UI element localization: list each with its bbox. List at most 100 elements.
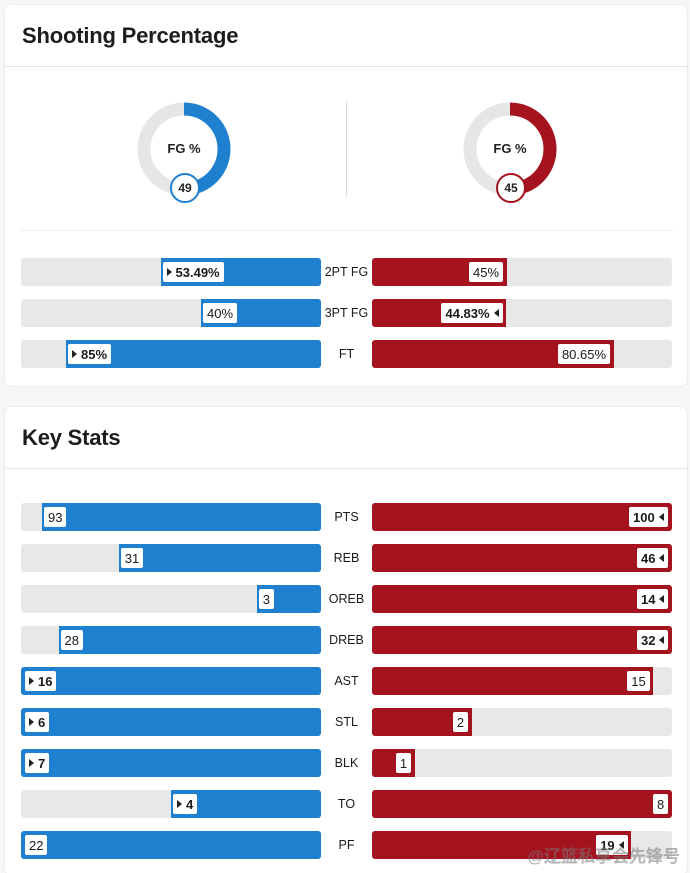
- away-value: 44.83%: [445, 305, 490, 321]
- leader-arrow-icon: [29, 718, 34, 726]
- home-value-badge: 16: [23, 669, 59, 693]
- away-bar-track: 46: [372, 544, 672, 572]
- home-value: 85%: [81, 346, 108, 362]
- away-bar-track: 44.83%: [372, 299, 672, 327]
- away-value: 1: [399, 755, 408, 771]
- stat-label: PF: [338, 837, 355, 852]
- home-value-badge: 22: [23, 833, 50, 857]
- stat-row-2pt-fg: 53.49% 45% 2PT FG: [5, 258, 689, 286]
- away-bar-track: 80.65%: [372, 340, 672, 368]
- home-bar-fill: [21, 749, 321, 777]
- leader-arrow-icon: [659, 636, 665, 644]
- home-value-badge: 85%: [66, 342, 114, 366]
- away-value: 8: [657, 796, 665, 812]
- away-value: 45%: [473, 264, 500, 280]
- leader-arrow-icon: [493, 309, 499, 317]
- stat-row-blk: 7 1 BLK: [5, 749, 689, 777]
- away-value-badge: 46: [635, 546, 671, 570]
- away-bar-fill: [372, 503, 672, 531]
- home-value-badge: 6: [23, 710, 52, 734]
- away-bar-track: 15: [372, 667, 672, 695]
- away-value: 100: [633, 509, 655, 525]
- stat-row-pts: 93 100 PTS: [5, 503, 689, 531]
- stat-row-3pt-fg: 40% 44.83% 3PT FG: [5, 299, 689, 327]
- stat-label: BLK: [334, 755, 359, 770]
- stat-label: DREB: [329, 632, 364, 647]
- away-fg-label: FG %: [493, 141, 527, 156]
- away-fg-value: 45: [496, 173, 526, 203]
- leader-arrow-icon: [29, 677, 34, 685]
- home-value: 16: [38, 673, 53, 689]
- fg-donuts: FG % 49 FG % 45: [21, 71, 673, 231]
- away-fg-arc: [463, 102, 557, 196]
- away-bar-track: 45%: [372, 258, 672, 286]
- away-bar-fill: [372, 626, 672, 654]
- away-bar-track: 100: [372, 503, 672, 531]
- home-bar-track: 53.49%: [21, 258, 321, 286]
- stat-label: 3PT FG: [324, 305, 369, 320]
- away-bar-fill: [372, 585, 672, 613]
- home-value-badge: 3: [256, 587, 277, 611]
- home-value: 53.49%: [175, 264, 220, 280]
- away-value: 19: [600, 837, 615, 853]
- home-bar-fill: [21, 831, 321, 859]
- leader-arrow-icon: [659, 595, 665, 603]
- home-value-badge: 4: [171, 792, 200, 816]
- leader-arrow-icon: [29, 759, 34, 767]
- away-bar-fill: [372, 831, 632, 859]
- home-bar-track: 93: [21, 503, 321, 531]
- home-bar-track: 22: [21, 831, 321, 859]
- away-fg-donut: FG % 45: [462, 101, 558, 203]
- home-value-badge: 53.49%: [160, 260, 226, 284]
- away-bar-track: 14: [372, 585, 672, 613]
- stat-row-reb: 31 46 REB: [5, 544, 689, 572]
- away-value: 46: [641, 550, 656, 566]
- home-value: 7: [38, 755, 46, 771]
- home-value: 6: [38, 714, 46, 730]
- away-value-badge: 15: [625, 669, 652, 693]
- home-value-badge: 93: [42, 505, 69, 529]
- home-value: 28: [64, 632, 79, 648]
- stat-label: STL: [335, 714, 358, 729]
- stat-row-pf: 22 19 PF: [5, 831, 689, 859]
- home-bar-track: 85%: [21, 340, 321, 368]
- key-stats-title: Key Stats: [22, 424, 121, 450]
- home-value: 22: [29, 837, 44, 853]
- away-value-badge: 1: [393, 751, 414, 775]
- watermark: @辽篮私享会先锋号: [527, 847, 680, 866]
- home-value-badge: 40%: [201, 301, 240, 325]
- shooting-header: Shooting Percentage: [5, 5, 687, 67]
- stat-label: OREB: [328, 591, 365, 606]
- key-stats-card: Key Stats 93 100 PTS 31 46 REB 3 14 OREB 28 32 DREB…: [4, 406, 688, 873]
- stat-label: AST: [334, 673, 359, 688]
- away-value-badge: 100: [627, 505, 670, 529]
- leader-arrow-icon: [618, 841, 624, 849]
- home-fg-donut: FG % 49: [136, 101, 232, 203]
- key-stats-header: Key Stats: [5, 407, 687, 469]
- away-value-badge: 14: [635, 587, 671, 611]
- away-bar-track: 1: [372, 749, 672, 777]
- home-bar-fill: [58, 626, 321, 654]
- away-value-badge: 45%: [467, 260, 506, 284]
- away-value-badge: 32: [635, 628, 671, 652]
- away-value: 14: [641, 591, 656, 607]
- stat-row-oreb: 3 14 OREB: [5, 585, 689, 613]
- stat-row-dreb: 28 32 DREB: [5, 626, 689, 654]
- home-value: 3: [262, 591, 271, 607]
- home-bar-track: 31: [21, 544, 321, 572]
- stat-row-stl: 6 2 STL: [5, 708, 689, 736]
- home-bar-fill: [21, 708, 321, 736]
- home-value-badge: 31: [118, 546, 146, 570]
- leader-arrow-icon: [659, 554, 665, 562]
- leader-arrow-icon: [177, 800, 182, 808]
- away-value-badge: 44.83%: [439, 301, 505, 325]
- away-value-badge: 2: [450, 710, 471, 734]
- away-value-badge: 19: [594, 833, 630, 857]
- home-bar-fill: [42, 503, 321, 531]
- home-value-badge: 7: [23, 751, 52, 775]
- away-bar-track: 8: [372, 790, 672, 818]
- home-bar-track: 4: [21, 790, 321, 818]
- home-value: 31: [124, 550, 140, 566]
- leader-arrow-icon: [166, 268, 172, 276]
- stat-row-ft: 85% 80.65% FT: [5, 340, 689, 368]
